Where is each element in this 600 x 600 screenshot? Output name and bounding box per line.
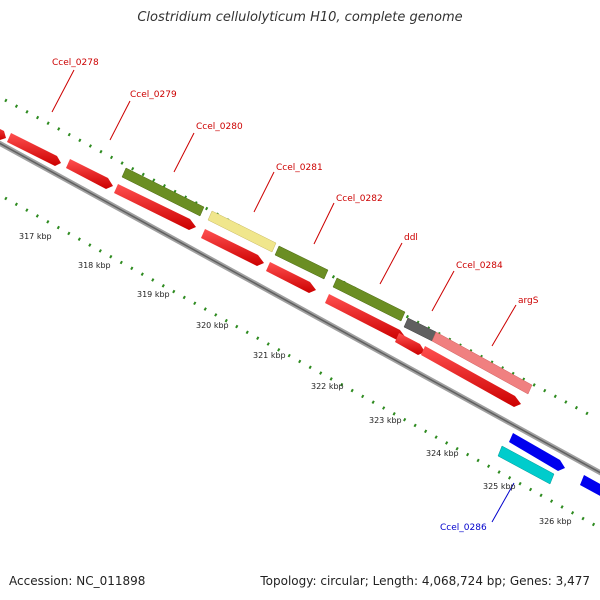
kbp-label: 320 kbp [196,321,229,330]
kbp-label: 323 kbp [369,416,402,425]
cds-ccel-0279[interactable] [66,159,113,189]
cds-ccel-0286[interactable] [497,445,555,485]
cds-ccel-0282-red[interactable] [266,262,316,293]
kbp-label: 321 kbp [253,351,286,360]
map-title: Clostridium cellulolyticum H10, complete… [137,10,463,25]
cds-blue-1[interactable] [509,433,565,471]
gene-label[interactable]: Ccel_0286 [440,523,487,533]
kbp-label: 319 kbp [137,290,170,299]
kbp-label: 324 kbp [426,449,459,458]
gene-label[interactable]: Ccel_0278 [52,58,99,68]
cds-ddl[interactable] [332,277,406,322]
cds-ccel-0284[interactable] [403,317,437,342]
cds-ccel-0278[interactable] [0,124,6,140]
gene-label[interactable]: Ccel_0281 [276,163,323,173]
genome-backbone [0,140,600,476]
cds-ccel-0280[interactable] [121,167,205,217]
cds-ddl-fwd-1[interactable] [274,245,329,280]
cds-ddl-red[interactable] [325,294,406,341]
cds-ccel-0278b[interactable] [7,133,61,166]
cds-ccel-0280-red[interactable] [114,184,196,230]
gene-label[interactable]: Ccel_0284 [456,261,503,271]
gene-label[interactable]: argS [518,296,539,306]
cds-blue-2[interactable] [580,475,600,497]
kbp-label: 317 kbp [19,232,52,241]
gene-label[interactable]: Ccel_0279 [130,90,177,100]
kbp-label: 326 kbp [539,517,572,526]
cds-args-red[interactable] [421,346,521,407]
kbp-label: 318 kbp [78,261,111,270]
genome-summary: Topology: circular; Length: 4,068,724 bp… [260,574,590,588]
cds-ccel-0281-red[interactable] [201,229,264,266]
gene-labels: Ccel_0278 Ccel_0279 Ccel_0280 Ccel_0281 … [52,58,539,533]
kbp-label: 322 kbp [311,382,344,391]
other-features [497,433,600,497]
kbp-label: 325 kbp [483,482,516,491]
outer-tick-track [4,98,591,417]
gene-label[interactable]: ddl [404,233,418,243]
cds-args[interactable] [431,331,533,395]
cds-ccel-0281[interactable] [207,210,277,253]
red-cds-track [0,124,521,407]
gene-label[interactable]: Ccel_0280 [196,122,243,132]
accession-text: Accession: NC_011898 [9,574,146,588]
inner-tick-track [4,196,600,530]
kbp-scale-labels: 317 kbp 318 kbp 319 kbp 320 kbp 321 kbp … [19,232,572,526]
label-leaders [51,69,517,523]
gene-label[interactable]: Ccel_0282 [336,194,383,204]
cds-ccel-0284-red[interactable] [395,333,425,355]
forward-strand-features [121,167,533,395]
